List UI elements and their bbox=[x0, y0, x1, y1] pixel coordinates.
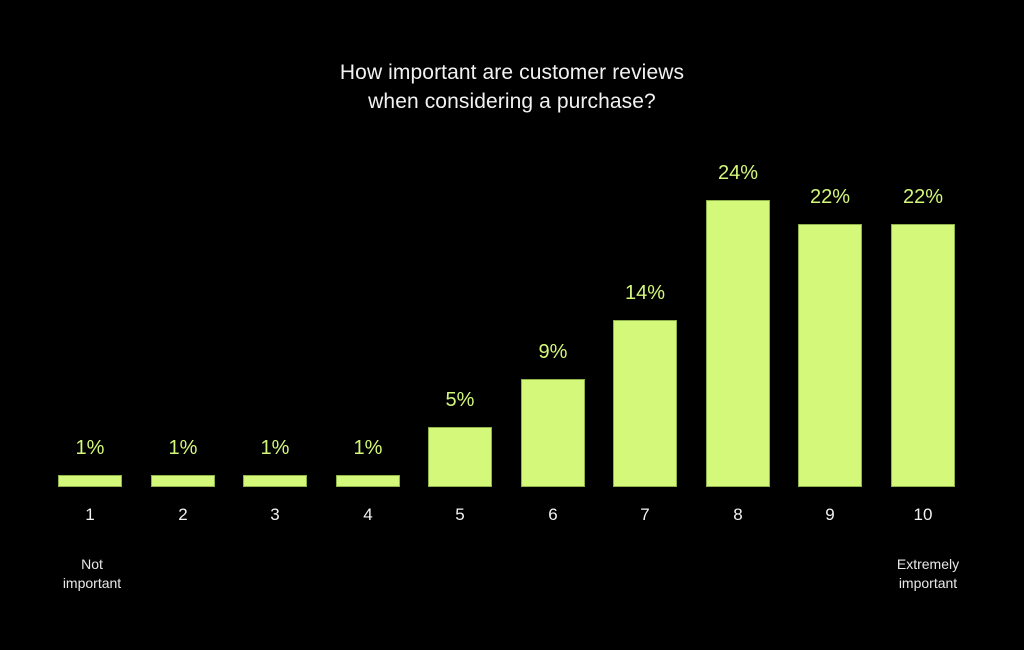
scale-high-end-annotation: Extremely important bbox=[868, 555, 988, 593]
bar-value-label: 1% bbox=[353, 437, 383, 459]
bar-value-label: 9% bbox=[538, 341, 568, 363]
low-end-line-1: Not bbox=[81, 556, 103, 572]
x-axis-tick-label: 8 bbox=[733, 505, 743, 524]
high-end-line-2: important bbox=[898, 575, 958, 591]
bar bbox=[243, 475, 307, 487]
bar bbox=[428, 427, 492, 487]
x-axis-tick-label: 6 bbox=[548, 505, 558, 524]
bar-group: 22% 10 bbox=[891, 0, 955, 524]
bar-group: 1% 2 bbox=[151, 0, 215, 524]
bar bbox=[613, 320, 677, 487]
high-end-line-1: Extremely bbox=[896, 556, 960, 572]
chart-title: How important are customer reviews when … bbox=[0, 58, 1024, 116]
bar bbox=[336, 475, 400, 487]
bar bbox=[151, 475, 215, 487]
x-axis-tick-label: 7 bbox=[640, 505, 650, 524]
bar-group: 1% 1 bbox=[58, 0, 122, 524]
x-axis-tick-label: 10 bbox=[913, 505, 933, 524]
scale-low-end-annotation: Not important bbox=[32, 555, 152, 593]
bar bbox=[706, 200, 770, 487]
bar bbox=[58, 475, 122, 487]
chart-title-line-1: How important are customer reviews bbox=[339, 61, 685, 84]
bar-group: 5% 5 bbox=[428, 0, 492, 524]
x-axis-tick-label: 3 bbox=[270, 505, 280, 524]
bar bbox=[521, 379, 585, 487]
bar-value-label: 1% bbox=[260, 437, 290, 459]
x-axis-tick-label: 1 bbox=[85, 505, 95, 524]
bar-value-label: 1% bbox=[75, 437, 105, 459]
bar-value-label: 5% bbox=[445, 389, 475, 411]
bar-group: 22% 9 bbox=[798, 0, 862, 524]
x-axis-tick-label: 2 bbox=[178, 505, 188, 524]
bar-group: 14% 7 bbox=[613, 0, 677, 524]
bar bbox=[891, 224, 955, 487]
bar-group: 24% 8 bbox=[706, 0, 770, 524]
bar-value-label: 14% bbox=[624, 282, 666, 304]
bar-group: 1% 3 bbox=[243, 0, 307, 524]
bar-value-label: 24% bbox=[717, 162, 759, 184]
x-axis-tick-label: 5 bbox=[455, 505, 465, 524]
chart-title-line-2: when considering a purchase? bbox=[368, 90, 656, 113]
bar-value-label: 1% bbox=[168, 437, 198, 459]
bar bbox=[798, 224, 862, 487]
bar-group: 9% 6 bbox=[521, 0, 585, 524]
low-end-line-2: important bbox=[62, 575, 122, 591]
bar-group: 1% 4 bbox=[336, 0, 400, 524]
x-axis-tick-label: 4 bbox=[363, 505, 373, 524]
bar-value-label: 22% bbox=[809, 186, 851, 208]
x-axis-tick-label: 9 bbox=[825, 505, 835, 524]
bar-value-label: 22% bbox=[902, 186, 944, 208]
